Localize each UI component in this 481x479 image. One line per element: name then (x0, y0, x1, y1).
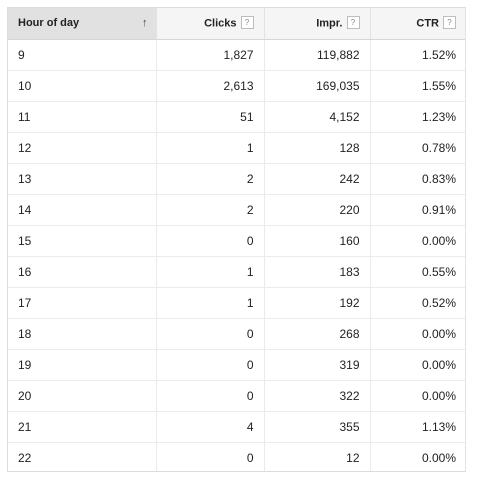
impressions-cell: 169,035 (264, 70, 371, 102)
column-header-label: CTR (416, 17, 439, 30)
column-header-label: Hour of day (18, 17, 80, 30)
column-header-hour-of-day[interactable]: Hour of day ↑ (8, 8, 157, 40)
ctr-cell: 0.83% (370, 163, 465, 195)
column-header-impressions[interactable]: Impr.? (264, 8, 371, 40)
hour-cell: 18 (8, 318, 157, 350)
hour-cell: 13 (8, 163, 157, 195)
hour-cell: 11 (8, 101, 157, 133)
ctr-cell: 1.55% (370, 70, 465, 102)
impressions-cell: 160 (264, 225, 371, 257)
table-row: 20 0 322 0.00% (8, 380, 465, 412)
impressions-cell: 322 (264, 380, 371, 412)
ctr-cell: 0.00% (370, 380, 465, 412)
table-row: 9 1,827 119,882 1.52% (8, 39, 465, 71)
clicks-cell: 1 (156, 287, 265, 319)
impressions-cell: 183 (264, 256, 371, 288)
ctr-cell: 0.00% (421, 450, 456, 465)
ctr-cell: 1.52% (370, 39, 465, 71)
impressions-cell: 268 (264, 318, 371, 350)
table-row: 22 0 12 0.00% (8, 442, 465, 471)
impressions-cell: 119,882 (264, 39, 371, 71)
table-row: 13 2 242 0.83% (8, 163, 465, 195)
table-row: 10 2,613 169,035 1.55% (8, 70, 465, 102)
clicks-cell: 51 (156, 101, 265, 133)
clicks-cell: 1,827 (156, 39, 265, 71)
table-body: 9 1,827 119,882 1.52% 10 2,613 169,035 1.55% 11 5… (8, 39, 465, 471)
table-row: 21 4 355 1.13% (8, 411, 465, 443)
hour-cell: 17 (8, 287, 157, 319)
clicks-cell: 4 (156, 411, 265, 443)
clicks-cell: 0 (156, 318, 265, 350)
impressions-cell: 319 (264, 349, 371, 381)
arrow-up-icon[interactable]: ↑ (142, 17, 148, 29)
ctr-cell: 1.13% (370, 411, 465, 443)
table-row: 18 0 268 0.00% (8, 318, 465, 350)
ctr-cell: 0.78% (370, 132, 465, 164)
ctr-cell: 0.00% (370, 225, 465, 257)
report-table-container: Hour of day ↑ Clicks? Impr.? CTR? 9 1,827… (7, 7, 466, 472)
ctr-cell: 0.55% (370, 256, 465, 288)
table-row: 16 1 183 0.55% (8, 256, 465, 288)
clicks-cell: 2 (156, 194, 265, 226)
table-header: Hour of day ↑ Clicks? Impr.? CTR? (8, 8, 465, 40)
impressions-cell: 128 (264, 132, 371, 164)
hour-cell: 15 (8, 225, 157, 257)
hour-cell: 22 (8, 442, 157, 471)
hour-cell: 16 (8, 256, 157, 288)
clicks-cell: 2,613 (156, 70, 265, 102)
impressions-cell: 12 (264, 442, 371, 471)
impressions-cell: 355 (264, 411, 371, 443)
ctr-cell: 0.00% (370, 349, 465, 381)
table-row: 14 2 220 0.91% (8, 194, 465, 226)
help-icon[interactable]: ? (443, 15, 456, 29)
clicks-cell: 1 (156, 256, 265, 288)
header-row: Hour of day ↑ Clicks? Impr.? CTR? (8, 8, 465, 40)
hour-cell: 21 (8, 411, 157, 443)
hour-cell: 20 (8, 380, 157, 412)
ctr-cell: 0.52% (370, 287, 465, 319)
column-header-ctr[interactable]: CTR? (370, 8, 465, 40)
impressions-cell: 4,152 (264, 101, 371, 133)
clicks-cell: 0 (156, 349, 265, 381)
table-row: 19 0 319 0.00% (8, 349, 465, 381)
impressions-cell: 220 (264, 194, 371, 226)
hour-cell: 19 (8, 349, 157, 381)
help-icon[interactable]: ? (346, 15, 360, 29)
hour-cell: 10 (8, 70, 157, 102)
clicks-cell: 0 (156, 225, 265, 257)
hour-cell: 9 (8, 39, 157, 71)
impressions-cell: 242 (264, 163, 371, 195)
hour-of-day-report-table: Hour of day ↑ Clicks? Impr.? CTR? 9 1,827… (8, 8, 465, 471)
table-row: 17 1 192 0.52% (8, 287, 465, 319)
ctr-cell: 0.91% (370, 194, 465, 226)
column-header-clicks[interactable]: Clicks? (156, 8, 265, 40)
table-row: 12 1 128 0.78% (8, 132, 465, 164)
hour-cell: 12 (8, 132, 157, 164)
ctr-cell: 0.00% (370, 318, 465, 350)
table-row: 15 0 160 0.00% (8, 225, 465, 257)
help-icon[interactable]: ? (240, 15, 254, 29)
table-row: 11 51 4,152 1.23% (8, 101, 465, 133)
column-header-label: Clicks (204, 17, 237, 30)
clicks-cell: 0 (156, 380, 265, 412)
impressions-cell: 192 (264, 287, 371, 319)
ctr-cell: 1.23% (370, 101, 465, 133)
column-header-label: Impr. (316, 17, 343, 30)
clicks-cell: 1 (156, 132, 265, 164)
clicks-cell: 0 (156, 442, 265, 471)
hour-cell: 14 (8, 194, 157, 226)
clicks-cell: 2 (156, 163, 265, 195)
